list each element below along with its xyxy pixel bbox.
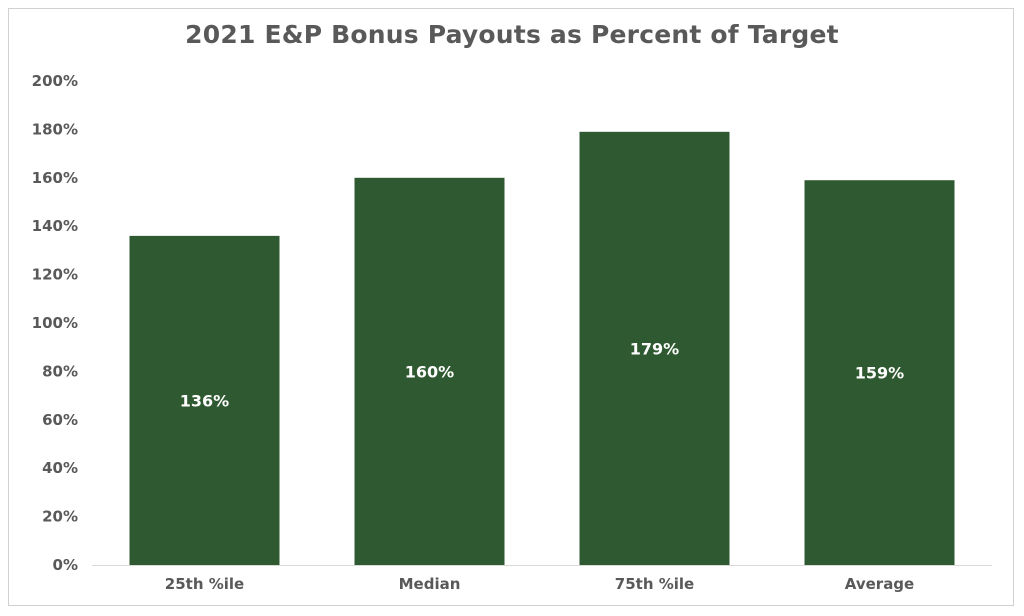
y-tick-label: 60% (42, 411, 78, 429)
x-tick-label: Average (845, 575, 914, 593)
y-tick-label: 200% (32, 72, 78, 90)
x-tick-label: 75th %ile (615, 575, 694, 593)
data-label: 160% (405, 362, 454, 381)
data-label: 179% (630, 339, 679, 358)
y-tick-label: 120% (32, 266, 78, 284)
bars (129, 131, 955, 566)
bar (354, 177, 505, 566)
y-tick-label: 40% (42, 459, 78, 477)
data-label: 136% (180, 391, 229, 410)
x-tick-label: 25th %ile (165, 575, 244, 593)
y-axis-ticks: 0% 20% 40% 60% 80% 100% 120% 140% 160% 180% 200% (32, 72, 78, 574)
bar (129, 235, 280, 565)
bar (579, 131, 730, 565)
data-labels: 136% 160% 179% 159% (180, 339, 904, 410)
x-tick-label: Median (399, 575, 461, 593)
bar (804, 180, 955, 565)
data-label: 159% (855, 364, 904, 383)
y-tick-label: 80% (42, 362, 78, 380)
y-tick-label: 140% (32, 217, 78, 235)
y-tick-label: 0% (53, 556, 78, 574)
chart-title: 2021 E&P Bonus Payouts as Percent of Tar… (185, 20, 839, 49)
x-axis-labels: 25th %ile Median 75th %ile Average (165, 575, 914, 593)
y-tick-label: 180% (32, 120, 78, 138)
y-tick-label: 20% (42, 508, 78, 526)
y-tick-label: 100% (32, 314, 78, 332)
y-tick-label: 160% (32, 169, 78, 187)
